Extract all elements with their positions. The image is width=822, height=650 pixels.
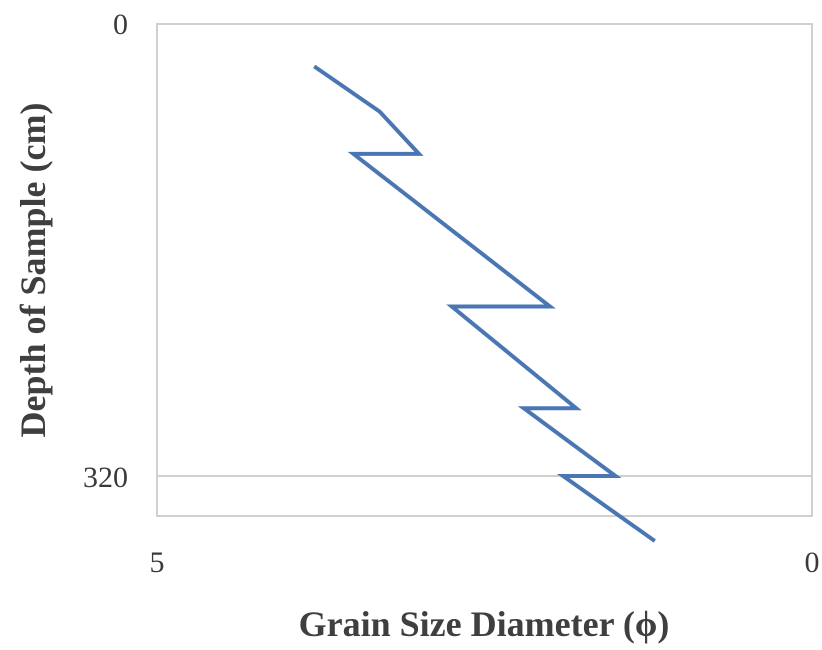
x-tick-label-5: 5 [150,546,165,579]
y-axis-title: Depth of Sample (cm) [13,103,53,438]
y-tick-label-0: 0 [113,8,128,41]
x-axis-title: Grain Size Diameter (ϕ) [299,604,670,644]
series-line [313,64,656,543]
plot-area-frame [156,23,813,517]
x-tick-label-0: 0 [805,546,820,579]
y-tick-label-320: 320 [83,461,128,494]
